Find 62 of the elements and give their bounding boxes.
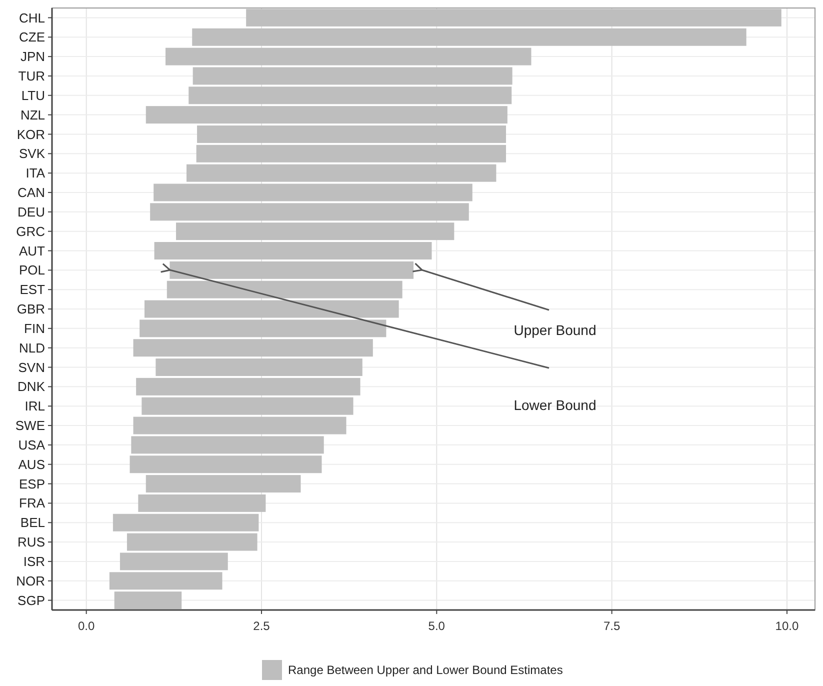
legend-label: Range Between Upper and Lower Bound Estimates	[288, 663, 563, 678]
y-tick-label: SGP	[18, 592, 45, 608]
bar	[196, 144, 506, 162]
y-tick-label: SVN	[18, 360, 45, 375]
y-tick-label: ESP	[18, 476, 45, 492]
x-tick-label: 7.5	[603, 619, 620, 633]
bar	[136, 378, 360, 396]
bar	[130, 456, 322, 474]
y-tick-label: LTU	[21, 88, 45, 103]
y-tick-label: DEU	[18, 204, 45, 220]
bar	[133, 339, 373, 357]
y-tick-label: USA	[18, 437, 46, 452]
bar	[192, 28, 746, 46]
y-tick-label: NLD	[18, 340, 45, 356]
y-tick-label: GRC	[16, 224, 45, 239]
bar	[142, 397, 354, 415]
bar	[197, 125, 506, 143]
y-tick-label: CHL	[18, 10, 45, 26]
y-tick-label: EST	[20, 282, 46, 298]
bar	[146, 475, 301, 493]
y-tick-label: NZL	[20, 107, 45, 122]
bar	[188, 86, 512, 104]
y-tick-label: AUS	[18, 456, 46, 472]
y-tick-label: POL	[18, 262, 45, 278]
bar	[246, 8, 782, 26]
y-tick-label: TUR	[18, 68, 45, 84]
bar	[146, 106, 508, 124]
bar	[150, 203, 469, 221]
bar	[109, 572, 222, 590]
y-tick-label: AUT	[19, 243, 46, 258]
y-tick-label: FRA	[19, 496, 46, 511]
y-tick-label: FIN	[24, 320, 45, 336]
bar	[138, 494, 266, 512]
y-tick-label: DNK	[18, 379, 46, 394]
y-tick-label: IRL	[24, 398, 45, 414]
y-tick-label: CZE	[19, 30, 46, 45]
bar	[140, 320, 386, 338]
y-tick-label: JPN	[20, 49, 45, 64]
x-tick-label: 10.0	[775, 619, 799, 633]
x-tick-label: 0.0	[78, 619, 95, 633]
bar	[114, 592, 182, 610]
y-tick-label: ISR	[23, 554, 45, 569]
bar	[112, 514, 259, 532]
bar	[166, 280, 402, 298]
annotation: Lower Bound	[514, 397, 596, 413]
y-tick-label: SVK	[18, 146, 46, 162]
bar	[170, 261, 414, 279]
x-tick-label: 5.0	[428, 619, 446, 633]
y-tick-label: SWE	[15, 418, 46, 434]
y-tick-label: CAN	[18, 185, 45, 200]
y-tick-label: BEL	[20, 515, 45, 530]
y-tick-label: ITA	[26, 166, 46, 181]
y-tick-label: GBR	[16, 302, 45, 317]
x-tick-label: 2.5	[253, 619, 270, 633]
y-tick-label: KOR	[16, 126, 45, 142]
bar	[154, 242, 432, 260]
bar	[176, 222, 454, 240]
bar	[144, 300, 399, 318]
y-tick-label: NOR	[16, 573, 45, 588]
y-tick-label: RUS	[18, 534, 46, 550]
bar	[156, 358, 362, 376]
annotation: Upper Bound	[514, 322, 596, 338]
